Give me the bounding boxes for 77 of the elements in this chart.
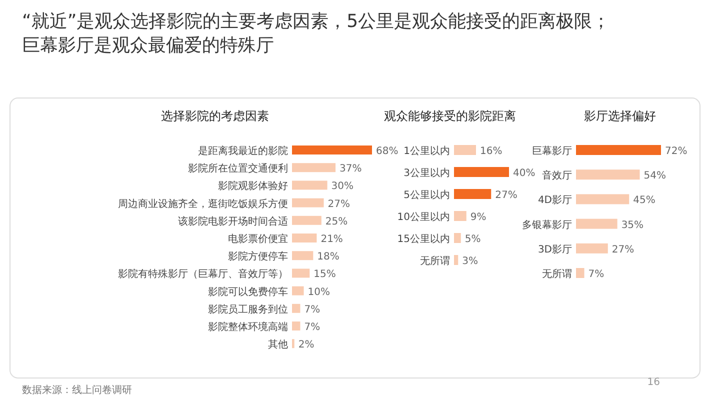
bar <box>292 322 300 330</box>
y-tick-label: 影院整体环境高端 <box>208 321 288 333</box>
data-label: 3% <box>462 256 478 267</box>
y-tick-label: 3D影厅 <box>538 243 572 256</box>
y-tick-label: 该影院电影开场时间合适 <box>178 215 288 228</box>
bar <box>292 180 328 190</box>
bar <box>454 189 492 199</box>
data-label: 72% <box>665 146 688 157</box>
data-label: 9% <box>470 212 486 223</box>
data-label: 37% <box>340 164 362 175</box>
data-label: 27% <box>328 198 350 210</box>
data-label: 27% <box>495 190 518 201</box>
chart-title: 观众能够接受的影院距离 <box>384 109 516 123</box>
chart-title: “就近”是观众选择影院的主要考虑因素，5公里是观众能接受的距离极限；巨幕影厅是观众最偏爱的特殊厅 <box>22 10 612 58</box>
data-label: 7% <box>588 269 604 280</box>
bar <box>576 170 640 180</box>
data-label: 7% <box>304 304 320 316</box>
y-tick-label: 影院方便停车 <box>228 250 288 263</box>
y-tick-label: 影院员工服务到位 <box>208 303 288 316</box>
y-tick-label: 10公里以内 <box>397 211 450 223</box>
text: 16 <box>647 377 660 388</box>
y-tick-label: 影院观影体验好 <box>218 180 288 192</box>
y-tick-label: 影院有特殊影厅（巨幕厅、音效厅等） <box>118 268 288 280</box>
bar <box>292 234 317 242</box>
data-label: 7% <box>304 322 320 333</box>
data-label: 54% <box>644 170 666 182</box>
y-tick-label: 无所谓 <box>542 268 572 280</box>
bar <box>454 233 461 243</box>
bar <box>292 216 322 225</box>
y-tick-label: 多银幕影厅 <box>522 218 572 231</box>
bar <box>576 145 661 155</box>
data-label: 15% <box>314 269 336 280</box>
y-tick-label: 电影票价便宜 <box>228 233 288 245</box>
y-tick-label: 周边商业设施齐全，逛街吃饭娱乐方便 <box>118 198 288 210</box>
y-tick-label: 是距离我最近的影院 <box>198 145 288 157</box>
y-tick-label: 1公里以内 <box>404 145 450 157</box>
y-tick-label: 影院可以免费停车 <box>208 286 288 298</box>
data-label: 5% <box>464 234 481 245</box>
y-tick-label: 15公里以内 <box>397 233 450 245</box>
data-label: 21% <box>320 234 343 245</box>
y-tick-label: 无所谓 <box>420 255 450 267</box>
y-tick-label: 4D影厅 <box>538 194 572 206</box>
data-label: 16% <box>480 146 502 157</box>
data-label: 40% <box>513 168 536 179</box>
bar <box>292 163 336 172</box>
bar <box>576 243 608 254</box>
bar <box>292 268 310 278</box>
bar <box>576 218 618 229</box>
data-label: 18% <box>317 252 340 263</box>
data-label: 10% <box>308 286 330 298</box>
bar <box>454 167 509 177</box>
bar <box>292 251 314 260</box>
bar <box>454 255 458 265</box>
y-tick-label: 3公里以内 <box>404 167 450 179</box>
bar <box>454 145 476 155</box>
chart-subtitle: 选择影院的考虑因素 <box>161 109 269 123</box>
bar <box>576 268 584 278</box>
y-tick-label: 5公里以内 <box>404 189 450 201</box>
data-label: 35% <box>621 220 644 231</box>
bar <box>292 304 300 313</box>
y-tick-label: 影院所在位置交通便利 <box>188 162 288 175</box>
chart-title: 影厅选择偏好 <box>584 109 656 123</box>
data-label: 45% <box>633 195 656 206</box>
bar <box>576 194 630 204</box>
bar <box>292 146 372 154</box>
y-tick-label: 音效厅 <box>542 170 572 182</box>
data-label: 30% <box>331 181 354 192</box>
bar <box>454 211 466 221</box>
data-label: 25% <box>325 216 348 228</box>
bar <box>292 286 304 296</box>
y-tick-label: 巨幕影厅 <box>532 145 572 157</box>
data-label: 27% <box>612 244 634 256</box>
source-note: 数据来源：线上问卷调研 <box>22 384 132 396</box>
data-label: 68% <box>376 146 398 157</box>
y-tick-label: 其他 <box>268 338 288 351</box>
bar <box>292 198 324 208</box>
data-label: 2% <box>298 340 314 351</box>
